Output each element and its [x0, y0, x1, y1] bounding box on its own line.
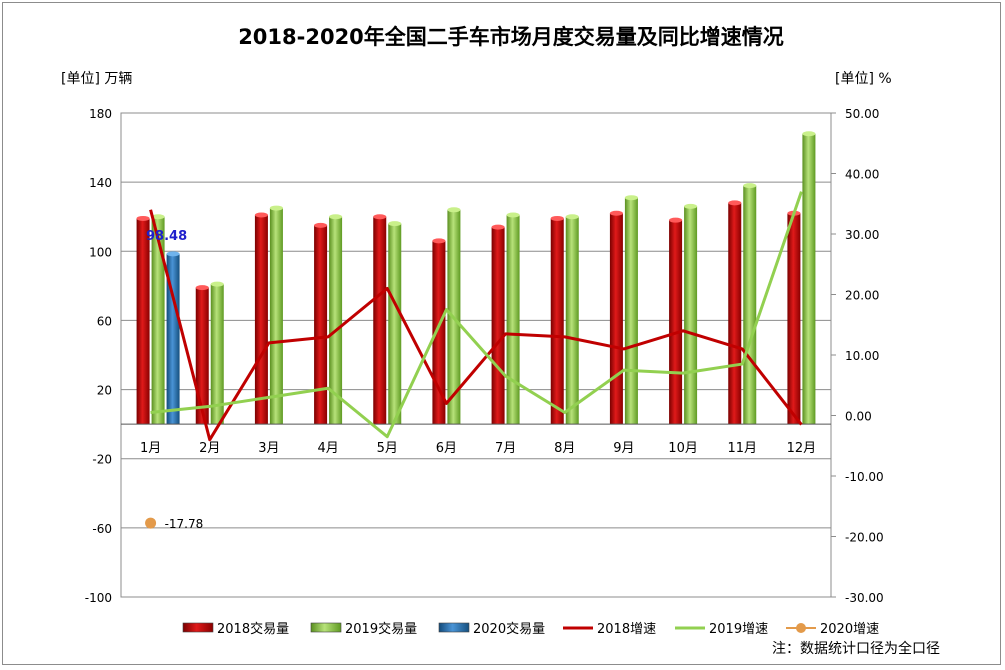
bar-2019 — [565, 214, 579, 425]
right-tick-label: -10.00 — [845, 470, 884, 484]
line-2018-growth — [149, 209, 803, 442]
bar-2019 — [506, 212, 520, 425]
legend-item-2019-volume: 2019交易量 — [310, 621, 417, 637]
category-label: 1月 — [140, 441, 161, 456]
bar-series-group — [136, 131, 816, 425]
bar-2019 — [329, 214, 343, 425]
bar-2019 — [447, 207, 461, 425]
left-tick-label: 20 — [97, 384, 112, 398]
category-label: 5月 — [377, 441, 398, 456]
legend-item-2020-growth: 2020增速 — [786, 622, 879, 637]
left-tick-label: 100 — [89, 245, 112, 259]
right-tick-label: -20.00 — [845, 531, 884, 545]
legend-label: 2019交易量 — [345, 621, 417, 637]
point-2020-growth — [145, 517, 157, 529]
bar-2020 — [166, 251, 180, 425]
right-axis-unit-label: [单位] % — [835, 71, 892, 87]
bar-2018 — [136, 215, 150, 425]
legend-label: 2019增速 — [709, 622, 768, 637]
bar-2018 — [550, 215, 564, 425]
bar-2019 — [388, 221, 402, 425]
right-axis: 50.00 40.00 30.00 20.00 10.00 0.00 -10.00 -20.0… — [831, 107, 884, 605]
plot-area — [120, 112, 832, 598]
left-axis-unit-label: [单位] 万辆 — [61, 71, 132, 87]
bar-2018 — [491, 224, 505, 425]
right-tick-label: 40.00 — [845, 168, 879, 182]
bar-2018 — [609, 210, 623, 425]
data-label-2020-growth: -17.78 — [165, 517, 204, 531]
bar-2018 — [432, 238, 446, 425]
legend-item-2019-growth: 2019增速 — [675, 622, 768, 637]
right-tick-label: 50.00 — [845, 107, 879, 121]
left-tick-label: 60 — [97, 314, 112, 328]
legend-label: 2020增速 — [820, 622, 879, 637]
legend-label: 2018交易量 — [217, 621, 289, 637]
category-label: 2月 — [199, 441, 220, 456]
bar-2018 — [314, 222, 328, 425]
gridlines — [121, 112, 831, 598]
bar-2018 — [669, 217, 683, 425]
footnote: 注：数据统计口径为全口径 — [772, 640, 940, 657]
category-label: 3月 — [258, 441, 279, 456]
right-tick-label: -30.00 — [845, 591, 884, 605]
left-tick-label: -60 — [92, 522, 112, 536]
data-label-2020-volume: 98.48 — [146, 229, 187, 244]
left-tick-label: 180 — [89, 107, 112, 121]
legend-label: 2018增速 — [597, 622, 656, 637]
category-label: 8月 — [554, 441, 575, 456]
right-tick-label: 10.00 — [845, 349, 879, 363]
legend-item-2018-growth: 2018增速 — [563, 622, 656, 637]
category-label: 10月 — [668, 441, 698, 456]
line-series-group — [145, 191, 803, 529]
line-2019-growth — [150, 191, 803, 439]
left-tick-label: -20 — [92, 453, 112, 467]
category-label: 12月 — [787, 441, 817, 456]
legend-item-2018-volume: 2018交易量 — [182, 621, 289, 637]
category-axis: 1月 2月 3月 4月 5月 6月 7月 8月 9月 10月 11月 12月 — [140, 441, 816, 456]
bar-2018 — [254, 212, 268, 425]
bar-2019 — [269, 205, 283, 425]
category-label: 7月 — [495, 441, 516, 456]
legend-label: 2020交易量 — [473, 621, 545, 637]
right-tick-label: 20.00 — [845, 289, 879, 303]
left-tick-label: 140 — [89, 176, 112, 190]
category-label: 9月 — [613, 441, 634, 456]
bar-2018 — [195, 285, 209, 425]
chart-title: 2018-2020年全国二手车市场月度交易量及同比增速情况 — [238, 25, 784, 49]
left-axis: 180 140 100 60 20 -20 -60 -100 — [85, 107, 112, 605]
category-label: 11月 — [727, 441, 757, 456]
left-tick-label: -100 — [85, 591, 112, 605]
right-tick-label: 0.00 — [845, 410, 872, 424]
data-labels: 98.48 -17.78 — [146, 229, 203, 531]
bar-2018 — [373, 214, 387, 425]
bar-2019 — [743, 183, 757, 425]
bar-2018 — [728, 200, 742, 425]
chart-svg: 2018-2020年全国二手车市场月度交易量及同比增速情况 [单位] 万辆 [单… — [61, 25, 940, 657]
bar-2019 — [684, 203, 698, 425]
right-tick-label: 30.00 — [845, 228, 879, 242]
category-label: 4月 — [317, 441, 338, 456]
legend-item-2020-volume: 2020交易量 — [438, 621, 545, 637]
bar-2018 — [787, 210, 801, 425]
bar-2019 — [802, 131, 816, 425]
bar-2019 — [210, 281, 224, 425]
bar-2019 — [151, 214, 165, 425]
legend: 2018交易量 2019交易量 2020交易量 2018增速 2019增速 2020增速 — [182, 621, 879, 637]
category-label: 6月 — [436, 441, 457, 456]
bar-2019 — [624, 195, 638, 425]
